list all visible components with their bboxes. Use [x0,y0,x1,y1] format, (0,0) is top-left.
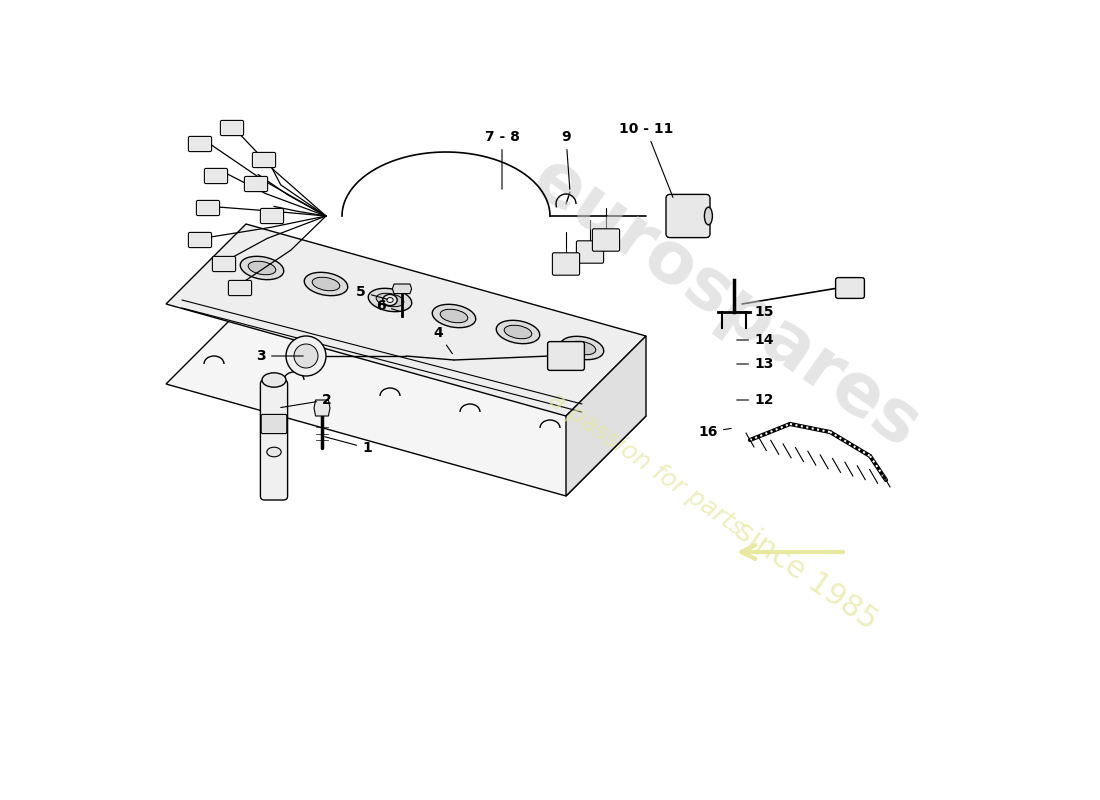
FancyBboxPatch shape [548,342,584,370]
Ellipse shape [368,288,411,312]
Text: 13: 13 [737,357,773,371]
Ellipse shape [560,336,604,360]
FancyBboxPatch shape [188,232,211,248]
FancyBboxPatch shape [229,280,252,295]
Ellipse shape [704,207,713,225]
Text: 9: 9 [561,130,571,190]
Text: 6: 6 [376,298,399,313]
Ellipse shape [240,256,284,280]
FancyBboxPatch shape [197,200,220,215]
Ellipse shape [376,294,404,306]
Ellipse shape [383,294,397,306]
Text: 2: 2 [280,393,332,407]
Ellipse shape [305,272,348,296]
FancyBboxPatch shape [836,278,865,298]
FancyBboxPatch shape [188,136,211,152]
FancyBboxPatch shape [261,380,287,500]
Ellipse shape [440,310,467,322]
Ellipse shape [387,298,393,302]
Text: 10 - 11: 10 - 11 [619,122,673,198]
FancyBboxPatch shape [220,120,243,135]
Polygon shape [166,224,646,416]
Ellipse shape [569,342,596,354]
FancyBboxPatch shape [205,168,228,183]
Text: 14: 14 [737,333,773,347]
FancyBboxPatch shape [593,229,619,251]
Ellipse shape [249,262,276,274]
Polygon shape [314,400,330,416]
Ellipse shape [504,326,531,338]
Ellipse shape [496,320,540,344]
Circle shape [286,336,326,376]
Ellipse shape [262,373,286,387]
Text: a passion for parts: a passion for parts [543,387,748,541]
Polygon shape [566,336,646,496]
Text: 7 - 8: 7 - 8 [485,130,519,190]
FancyBboxPatch shape [212,256,235,271]
Text: 16: 16 [698,425,732,439]
Text: 3: 3 [256,349,304,363]
Text: 12: 12 [737,393,773,407]
Text: since 1985: since 1985 [729,516,882,636]
Text: 1: 1 [324,437,372,455]
Ellipse shape [312,278,340,290]
FancyBboxPatch shape [576,241,604,263]
FancyBboxPatch shape [252,152,276,167]
Polygon shape [166,304,646,496]
FancyBboxPatch shape [261,414,287,434]
Text: 5: 5 [356,285,387,299]
Text: eurospares: eurospares [519,145,933,463]
FancyBboxPatch shape [261,208,284,223]
Circle shape [294,344,318,368]
FancyBboxPatch shape [666,194,710,238]
Polygon shape [393,284,411,294]
FancyBboxPatch shape [552,253,580,275]
Text: 15: 15 [737,305,773,319]
Text: 4: 4 [433,326,452,354]
FancyBboxPatch shape [244,176,267,191]
Ellipse shape [432,304,476,328]
Ellipse shape [267,447,282,457]
